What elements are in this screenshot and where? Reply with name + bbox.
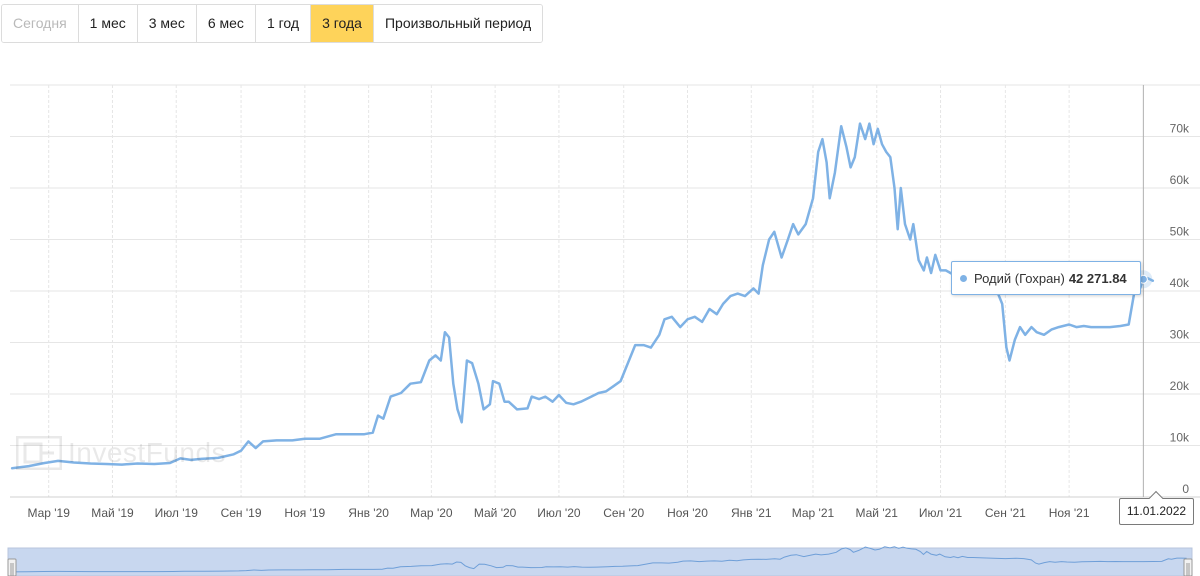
period-1-month-button[interactable]: 1 мес (78, 5, 138, 42)
navigator-window (7, 547, 1193, 576)
x-tick-label: Ноя '21 (1049, 506, 1090, 520)
x-tick-label: Июл '20 (537, 506, 581, 520)
y-tick-label: 0 (1182, 482, 1189, 496)
x-tick-label: Июл '21 (919, 506, 963, 520)
series-line (10, 122, 1155, 470)
period-1-year-button[interactable]: 1 год (255, 5, 312, 42)
x-tick-label: Янв '21 (731, 506, 772, 520)
x-tick-label: Мар '20 (410, 506, 453, 520)
series-marker-icon (960, 274, 967, 282)
period-6-months-button[interactable]: 6 мес (196, 5, 256, 42)
x-tick-label: Мар '19 (27, 506, 70, 520)
y-tick-label: 60k (1170, 173, 1190, 187)
x-tick-label: Ноя '19 (284, 506, 325, 520)
x-tick-label: Июл '19 (155, 506, 199, 520)
x-tick-label: Сен '21 (985, 506, 1026, 520)
period-custom-button[interactable]: Произвольный период (373, 5, 543, 42)
x-tick-label: Сен '19 (221, 506, 262, 520)
y-tick-label: 20k (1170, 379, 1190, 393)
period-today-button[interactable]: Сегодня (2, 5, 79, 42)
x-tick-label: Янв '20 (348, 506, 389, 520)
x-tick-label: Сен '20 (603, 506, 644, 520)
tooltip-value: 42 271.84 (1068, 270, 1127, 286)
tooltip-series-name: Родий (Гохран) (974, 270, 1065, 286)
y-tick-label: 40k (1170, 276, 1190, 290)
x-tick-label: Ноя '20 (667, 506, 708, 520)
value-tooltip: Родий (Гохран) 42 271.84 (951, 261, 1141, 295)
y-tick-label: 50k (1170, 225, 1190, 239)
y-axis-labels: 0 10k 20k 30k 40k 50k 60k 70k (1170, 122, 1190, 497)
navigator-right-handle[interactable] (1183, 558, 1193, 576)
x-tick-label: Май '20 (474, 506, 517, 520)
crosshair-date-label: 11.01.2022 (1119, 498, 1194, 525)
x-tick-label: Мар '21 (792, 506, 835, 520)
x-tick-label: Май '19 (91, 506, 134, 520)
period-selector: Сегодня 1 мес 3 мес 6 мес 1 год 3 года П… (1, 4, 544, 43)
period-3-years-button[interactable]: 3 года (311, 5, 374, 42)
x-axis-labels: Мар '19 Май '19 Июл '19 Сен '19 Ноя '19 Янв '… (27, 506, 1089, 520)
y-tick-label: 70k (1170, 122, 1190, 136)
range-navigator[interactable] (7, 546, 1193, 576)
x-tick-label: Май '21 (856, 506, 899, 520)
navigator-left-handle[interactable] (7, 558, 17, 576)
y-tick-label: 30k (1170, 328, 1190, 342)
navigator-line (10, 546, 1187, 573)
period-3-months-button[interactable]: 3 мес (137, 5, 197, 42)
y-tick-label: 10k (1170, 431, 1190, 445)
